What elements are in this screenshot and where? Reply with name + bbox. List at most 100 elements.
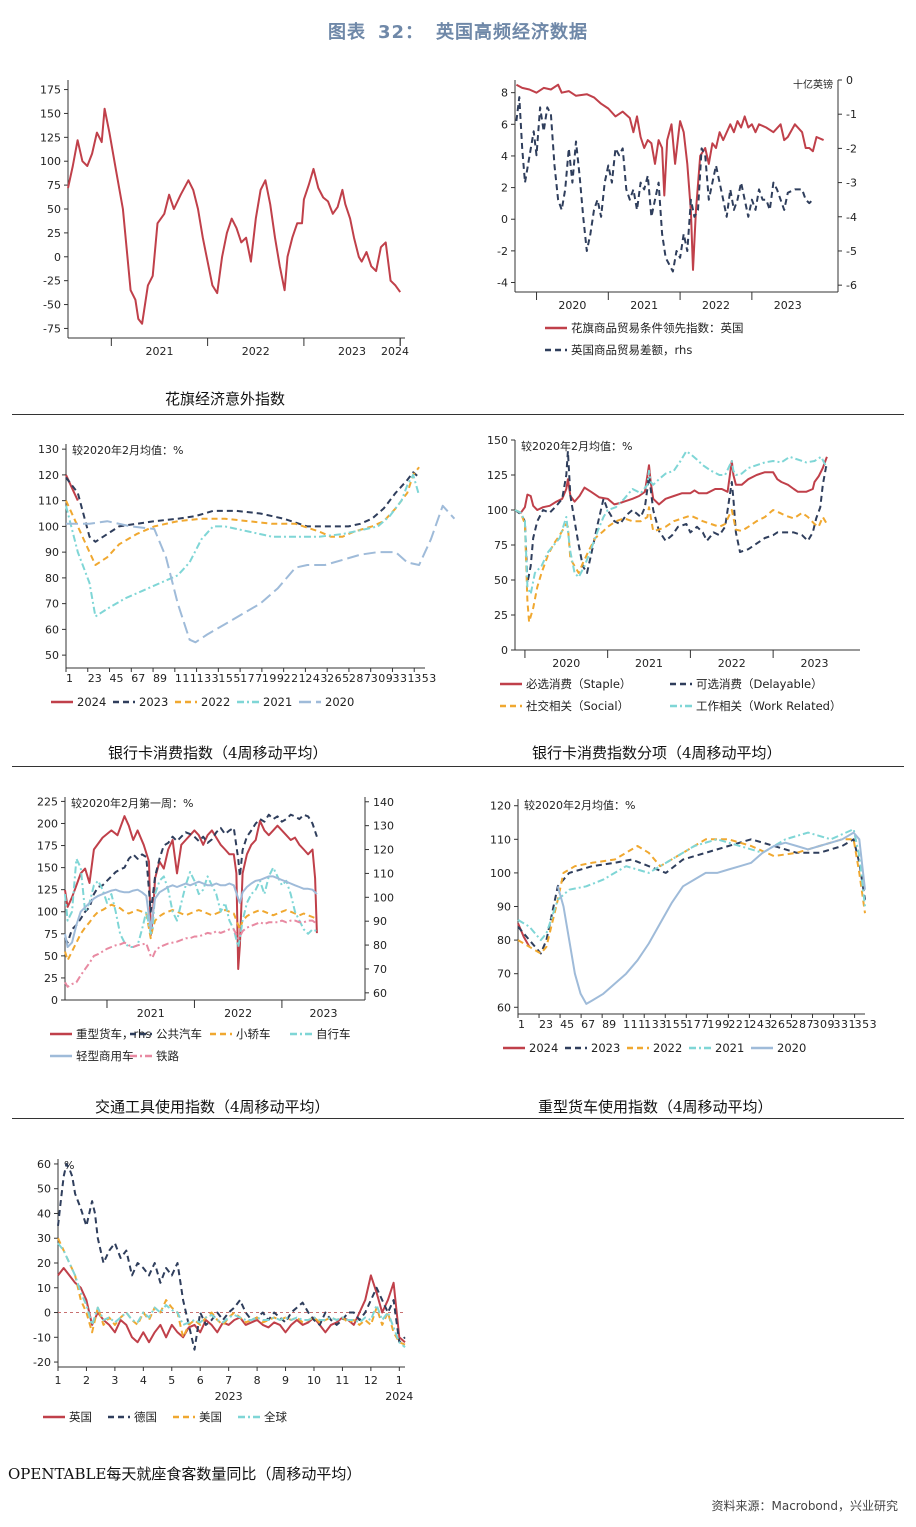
x-tick-label: 10 <box>307 1374 321 1387</box>
y-tick-label: 60 <box>497 1001 511 1014</box>
y-tick-label: 8 <box>501 87 508 100</box>
legend-label: 轻型商用车 <box>76 1049 134 1063</box>
y-tick-label: 130 <box>38 443 59 456</box>
series-line-4 <box>64 857 318 948</box>
citi-surprise-title: 花旗经济意外指数 <box>165 390 286 408</box>
y-tick-label: 70 <box>497 968 511 981</box>
x-tick-label: 9 <box>282 1374 289 1387</box>
y-tick-label: -25 <box>43 275 61 288</box>
y2-tick-label: -1 <box>846 108 857 121</box>
series-line-4 <box>517 828 866 942</box>
y-tick-label: 60 <box>37 1158 51 1171</box>
unit-note: % <box>64 1159 74 1172</box>
x-tick-label: 23 <box>88 672 102 685</box>
card-spending-category-title: 银行卡消费指数分项（4周移动平均） <box>532 744 782 762</box>
y-tick-label: 6 <box>501 118 508 131</box>
x-tick-label: 2020 <box>558 299 586 312</box>
y-tick-label: 75 <box>47 179 61 192</box>
legend-label: 花旗商品贸易条件领先指数：英国 <box>571 321 744 335</box>
series-line-2 <box>64 813 318 944</box>
x-tick-label: 177 <box>686 1018 708 1031</box>
series-line-2 <box>515 96 814 273</box>
citi-surprise-chart: 175 150 125 100 75 50 25 0 -25 -50 -75 2021 2022 2023… <box>20 70 450 370</box>
y-tick-label: 40 <box>37 1207 51 1220</box>
series-line-3 <box>65 466 420 566</box>
figure-title: 图表 32： 英国高频经济数据 <box>0 18 916 44</box>
y2-tick-label: -6 <box>846 279 857 292</box>
y-tick-label: -75 <box>43 322 61 335</box>
legend-label: 2024 <box>529 1041 558 1055</box>
divider-1 <box>12 414 904 415</box>
legend-label: 工作相关（Work Related） <box>696 699 841 713</box>
x-tick-label: 243 <box>749 1018 771 1031</box>
x-tick-label: 309 <box>813 1018 835 1031</box>
x-tick-label: 89 <box>602 1018 616 1031</box>
series-line-1 <box>67 107 402 325</box>
x-tick-label: 1 <box>55 1374 62 1387</box>
y-tick-label: 120 <box>490 800 511 813</box>
heavy-truck-chart: 120 110 100 90 80 70 60 1 23 45 67 89 111 133 155 177 19… <box>470 785 910 1075</box>
y2-tick-label: -2 <box>846 142 857 155</box>
unit-note: 较2020年2月均值：% <box>72 443 183 457</box>
y-tick-label: 4 <box>501 150 508 163</box>
x-tick-label: 23 <box>539 1018 553 1031</box>
series-line-5 <box>556 831 866 1005</box>
y2-tick-label: -3 <box>846 177 857 190</box>
y-tick-label: 25 <box>494 609 508 622</box>
series-line-1 <box>57 1267 406 1344</box>
legend-label: 重型货车，rhs <box>76 1027 151 1041</box>
x-tick-label: 2021 <box>137 1007 165 1020</box>
y-tick-label: -10 <box>33 1331 51 1344</box>
y-tick-label: 25 <box>47 227 61 240</box>
truck-svg: 120 110 100 90 80 70 60 1 23 45 67 89 111 133 155 177 19… <box>490 798 877 1055</box>
x-tick-label: 2023 <box>338 345 366 358</box>
y-tick-label: 0 <box>501 213 508 226</box>
y-tick-label: 0 <box>51 994 58 1007</box>
x-tick-label: 155 <box>665 1018 687 1031</box>
series-line-5 <box>64 875 318 948</box>
y-tick-label: 30 <box>37 1232 51 1245</box>
x-tick-label: 2021 <box>145 345 173 358</box>
y-tick-label: 80 <box>497 934 511 947</box>
series-line-4 <box>57 1242 406 1348</box>
x-tick-label: 89 <box>153 672 167 685</box>
y-tick-label: 100 <box>38 520 59 533</box>
y-tick-label: 0 <box>54 251 61 264</box>
legend-label: 2020 <box>777 1041 806 1055</box>
x-tick-label: 2023 <box>800 657 828 670</box>
y-tick-label: 100 <box>40 155 61 168</box>
series-line-1 <box>514 456 828 514</box>
x-tick-label: 7 <box>225 1374 232 1387</box>
y-tick-label: 110 <box>38 495 59 508</box>
y2-tick-label: 70 <box>373 963 387 976</box>
x-tick-label: 3 <box>111 1374 118 1387</box>
heavy-truck-title: 重型货车使用指数（4周移动平均） <box>538 1098 773 1116</box>
y-tick-label: 120 <box>38 469 59 482</box>
series-line-6 <box>64 919 318 988</box>
y-tick-label: -2 <box>497 245 508 258</box>
legend-label: 2024 <box>77 695 106 709</box>
y-tick-label: 2 <box>501 182 508 195</box>
y2-tick-label: 100 <box>373 891 394 904</box>
x-year-label: 2024 <box>385 1390 413 1403</box>
y-tick-label: 225 <box>37 795 58 808</box>
y-tick-label: 70 <box>45 598 59 611</box>
y2-tick-label: -4 <box>846 211 857 224</box>
y2-tick-label: 140 <box>373 796 394 809</box>
y-tick-label: 50 <box>494 574 508 587</box>
y-tick-label: 100 <box>37 906 58 919</box>
y-tick-label: -4 <box>497 277 508 290</box>
series-line-2 <box>517 838 866 955</box>
x-tick-label: 155 <box>218 672 240 685</box>
legend-label: 必选消费（Staple） <box>526 677 631 691</box>
y-tick-label: 10 <box>37 1282 51 1295</box>
y2-tick-label: 80 <box>373 939 387 952</box>
x-tick-label: 221 <box>284 672 306 685</box>
x-tick-label: 265 <box>770 1018 792 1031</box>
x-tick-label: 1 <box>396 1374 403 1387</box>
y-tick-label: 125 <box>37 884 58 897</box>
y2-unit-label: 十亿英镑 <box>793 78 833 91</box>
unit-note: 较2020年2月均值：% <box>524 798 635 812</box>
legend-label: 2022 <box>201 695 230 709</box>
y2-tick-label: 90 <box>373 915 387 928</box>
